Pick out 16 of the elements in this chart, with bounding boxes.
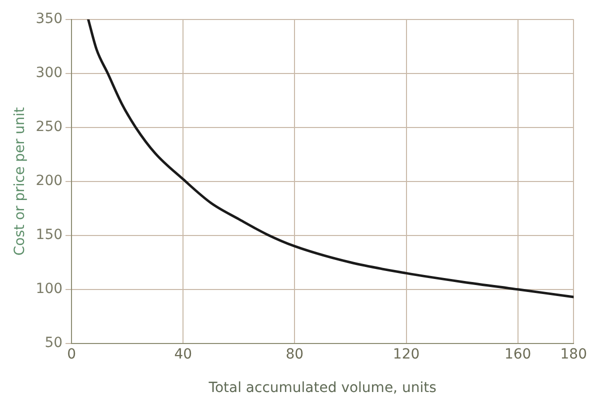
y-tick-label: 50 [44,335,63,352]
y-tick-label: 350 [36,11,63,28]
y-tick-label: 150 [36,227,63,244]
x-axis-title: Total accumulated volume, units [208,380,436,396]
x-tick-label: 80 [286,346,304,362]
y-tick-label: 100 [36,281,63,298]
line-series [87,19,574,298]
x-tick-label: 160 [504,346,532,362]
x-tick-label: 180 [560,346,588,362]
y-tick-label: 300 [36,65,63,82]
x-tick-label: 120 [392,346,420,362]
y-tick-label: 250 [36,119,63,136]
y-axis-title: Cost or price per unit [12,106,28,256]
x-tick-label: 0 [67,346,76,362]
x-tick-label: 40 [174,346,192,362]
y-tick-label: 200 [36,173,63,190]
